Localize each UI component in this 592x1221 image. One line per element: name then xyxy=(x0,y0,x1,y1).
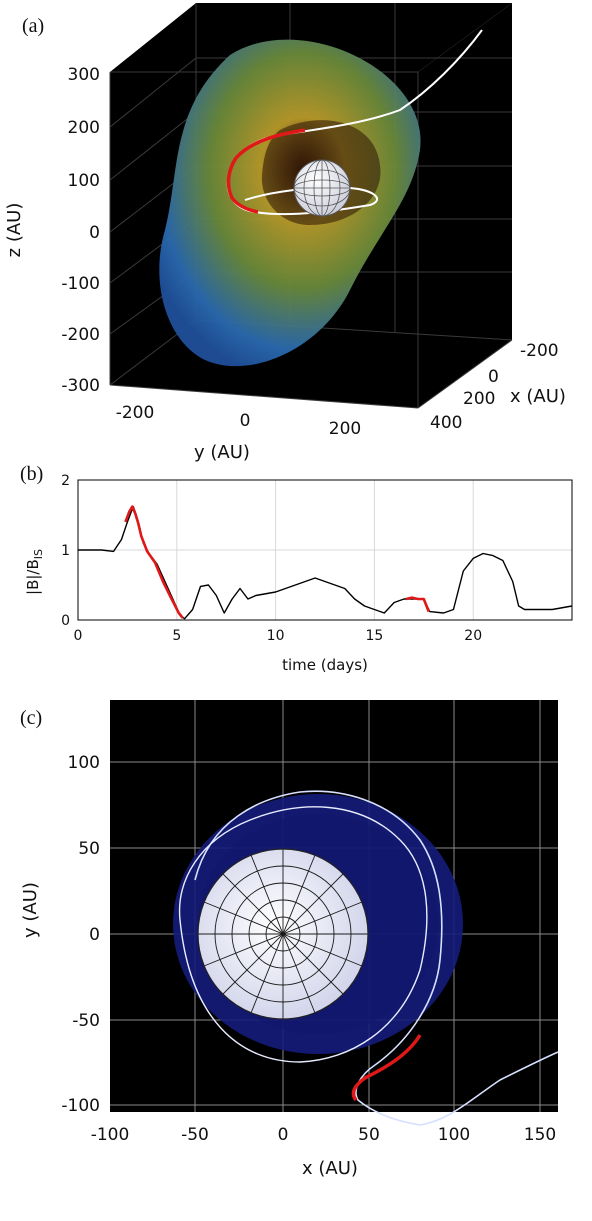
x-tick: 0 xyxy=(488,367,499,387)
series-line-highlight-1 xyxy=(124,505,184,619)
trajectory-highlight xyxy=(351,1034,422,1102)
y-tick: 0 xyxy=(61,613,70,629)
x-axis-title: x (AU) xyxy=(302,1158,358,1179)
x-tick: -100 xyxy=(91,1125,130,1145)
z-tick: -200 xyxy=(61,325,100,345)
x-tick: -200 xyxy=(520,341,559,361)
y-tick: 200 xyxy=(329,419,361,439)
x-tick: 15 xyxy=(365,628,383,644)
plot-side-face xyxy=(418,3,512,408)
y-tick: -50 xyxy=(72,1011,100,1031)
termination-shock-sphere xyxy=(293,159,351,217)
y-tick: 100 xyxy=(68,753,100,773)
y-tick: -100 xyxy=(61,1096,100,1116)
x-tick: 0 xyxy=(74,628,83,644)
y-axis-ticks: -200 0 200 xyxy=(116,403,362,439)
y-axis-title: |B|/BIS xyxy=(24,549,45,595)
x-axis-ticks: 0 5 10 15 20 xyxy=(74,628,483,644)
x-tick: 10 xyxy=(267,628,285,644)
y-axis-title: y (AU) xyxy=(20,882,41,938)
series-group xyxy=(78,505,573,620)
y-axis-title-subscript: IS xyxy=(32,549,45,559)
x-tick: 0 xyxy=(278,1125,289,1145)
trajectory-outer xyxy=(194,790,559,1126)
y-tick: 1 xyxy=(61,543,70,559)
panel-b-line-chart: (b) 0 5 10 15 20 0 1 2 time (days) |B|/BIS xyxy=(20,463,573,674)
x-tick: 20 xyxy=(464,628,482,644)
panel-label-b: (b) xyxy=(20,463,43,485)
x-axis-ticks: -100 -50 0 50 100 150 xyxy=(91,1125,557,1145)
y-tick: 0 xyxy=(240,411,251,431)
x-tick: 200 xyxy=(463,389,495,409)
x-tick: -50 xyxy=(181,1125,209,1145)
y-axis-title: y (AU) xyxy=(194,442,250,462)
x-tick: 400 xyxy=(430,413,462,433)
trajectory-inner-loop xyxy=(178,806,428,1063)
x-tick: 5 xyxy=(172,628,181,644)
panel-b: (b) 0 5 10 15 20 0 1 2 time (days) |B|/BIS xyxy=(0,462,592,680)
x-tick: 100 xyxy=(438,1125,470,1145)
z-tick: -100 xyxy=(61,274,100,294)
panel-label-c: (c) xyxy=(20,707,42,729)
y-tick: 50 xyxy=(78,839,100,859)
y-tick: 0 xyxy=(89,925,100,945)
y-tick: -200 xyxy=(116,403,155,423)
gridlines xyxy=(77,479,572,621)
z-tick: 200 xyxy=(68,118,100,138)
x-tick: 150 xyxy=(524,1125,556,1145)
z-tick: 0 xyxy=(89,223,100,243)
z-tick: 300 xyxy=(68,65,100,85)
z-axis-ticks: 300 200 100 0 -100 -200 -300 xyxy=(61,65,100,396)
trajectory-highlight xyxy=(226,128,306,214)
z-tick: 100 xyxy=(68,171,100,191)
panel-c: (c) xyxy=(0,680,592,1221)
termination-shock-sphere xyxy=(197,848,369,1020)
y-axis-title-main: |B|/B xyxy=(24,559,42,595)
x-axis-title: x (AU) xyxy=(510,386,566,407)
panel-a-3d-plot: (a) xyxy=(4,3,566,462)
z-tick: -300 xyxy=(61,376,100,396)
series-line-b-magnitude xyxy=(78,505,573,620)
panel-label-a: (a) xyxy=(22,15,44,37)
x-axis-title: time (days) xyxy=(282,656,368,674)
x-tick: 50 xyxy=(358,1125,380,1145)
y-axis-ticks: 100 50 0 -50 -100 xyxy=(61,753,100,1116)
series-line-highlight-2 xyxy=(405,596,430,613)
y-tick: 2 xyxy=(61,473,70,489)
z-axis-title: z (AU) xyxy=(4,203,25,258)
y-axis-ticks: 0 1 2 xyxy=(61,473,70,629)
panel-a: (a) xyxy=(0,0,592,462)
x-axis-ticks: -200 0 200 400 xyxy=(430,341,559,433)
panel-c-projection-plot: (c) xyxy=(20,700,559,1179)
